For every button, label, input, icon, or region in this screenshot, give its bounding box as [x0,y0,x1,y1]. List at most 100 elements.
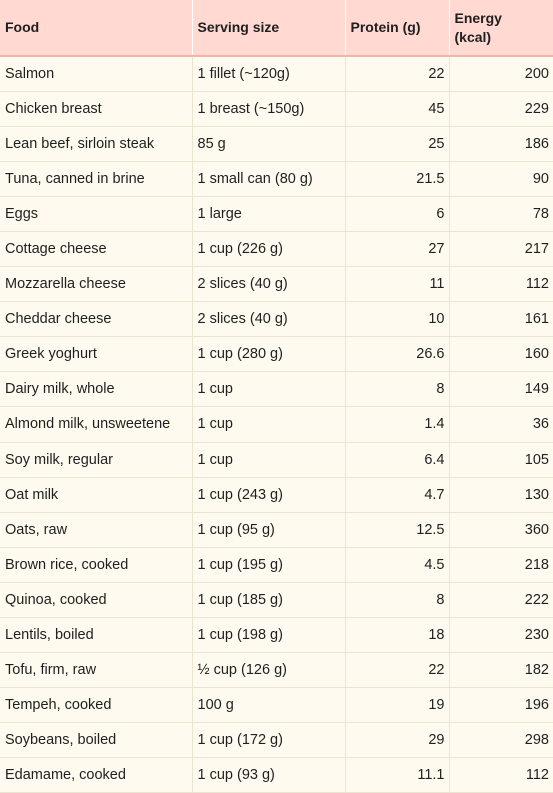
protein-cell: 26.6 [345,336,450,373]
serving-size-cell: 1 cup (243 g) [192,477,346,513]
serving-size-cell: 1 cup (185 g) [192,582,346,619]
serving-size-cell: 100 g [192,687,346,724]
protein-cell: 8 [345,582,450,619]
column-header-energy: Energy (kcal) [449,0,553,57]
food-cell: Tempeh, cooked [0,687,193,724]
energy-cell: 229 [449,91,553,127]
energy-cell: 230 [449,617,553,654]
table-body: Salmon 1 fillet (~120g) 22 200 Chicken breas… [0,56,553,793]
food-cell: Mozzarella cheese [0,266,193,303]
protein-cell: 12.5 [345,512,450,548]
serving-size-cell: 1 cup (95 g) [192,512,346,548]
protein-cell: 29 [345,722,450,759]
food-cell: Dairy milk, whole [0,371,193,408]
food-cell: Almond milk, unsweetene [0,406,193,443]
energy-cell: 182 [449,652,553,689]
table-row: Edamame, cooked 1 cup (93 g) 11.1 112 [0,757,553,793]
energy-cell: 222 [449,582,553,619]
table-row: Oats, raw 1 cup (95 g) 12.5 360 [0,512,553,548]
serving-size-cell: 1 cup [192,442,346,478]
table-header-row: Food Serving size Protein (g) Energy (kc… [0,0,553,57]
table-row: Lean beef, sirloin steak 85 g 25 186 [0,126,553,162]
food-cell: Soy milk, regular [0,442,193,478]
food-cell: Greek yoghurt [0,336,193,373]
protein-cell: 4.7 [345,477,450,513]
protein-cell: 4.5 [345,547,450,583]
energy-cell: 217 [449,231,553,268]
protein-cell: 8 [345,371,450,408]
serving-size-cell: 1 cup (93 g) [192,757,346,793]
protein-cell: 1.4 [345,406,450,443]
protein-cell: 22 [345,56,450,92]
protein-cell: 18 [345,617,450,654]
protein-cell: 25 [345,126,450,162]
table-row: Soybeans, boiled 1 cup (172 g) 29 298 [0,722,553,759]
serving-size-cell: 85 g [192,126,346,162]
table-row: Tofu, firm, raw ½ cup (126 g) 22 182 [0,652,553,689]
table-row: Chicken breast 1 breast (~150g) 45 229 [0,91,553,127]
energy-cell: 186 [449,126,553,162]
table-row: Brown rice, cooked 1 cup (195 g) 4.5 218 [0,547,553,583]
table-row: Salmon 1 fillet (~120g) 22 200 [0,56,553,92]
energy-cell: 130 [449,477,553,513]
serving-size-cell: 1 cup (280 g) [192,336,346,373]
energy-cell: 218 [449,547,553,583]
protein-cell: 45 [345,91,450,127]
serving-size-cell: 1 cup [192,406,346,443]
energy-cell: 298 [449,722,553,759]
table-row: Mozzarella cheese 2 slices (40 g) 11 112 [0,266,553,303]
table-row: Greek yoghurt 1 cup (280 g) 26.6 160 [0,336,553,373]
energy-cell: 160 [449,336,553,373]
energy-cell: 200 [449,56,553,92]
energy-cell: 161 [449,301,553,338]
energy-cell: 360 [449,512,553,548]
energy-cell: 90 [449,161,553,197]
protein-cell: 10 [345,301,450,338]
table-row: Cheddar cheese 2 slices (40 g) 10 161 [0,301,553,338]
table-row: Lentils, boiled 1 cup (198 g) 18 230 [0,617,553,654]
energy-cell: 149 [449,371,553,408]
energy-cell: 105 [449,442,553,478]
serving-size-cell: ½ cup (126 g) [192,652,346,689]
protein-cell: 27 [345,231,450,268]
food-cell: Soybeans, boiled [0,722,193,759]
serving-size-cell: 1 breast (~150g) [192,91,346,127]
food-cell: Cheddar cheese [0,301,193,338]
serving-size-cell: 1 cup [192,371,346,408]
table-row: Quinoa, cooked 1 cup (185 g) 8 222 [0,582,553,619]
table-row: Oat milk 1 cup (243 g) 4.7 130 [0,477,553,513]
protein-cell: 11.1 [345,757,450,793]
table-row: Dairy milk, whole 1 cup 8 149 [0,371,553,408]
energy-cell: 36 [449,406,553,443]
food-cell: Quinoa, cooked [0,582,193,619]
serving-size-cell: 1 cup (226 g) [192,231,346,268]
protein-cell: 19 [345,687,450,724]
serving-size-cell: 1 large [192,196,346,232]
protein-cell: 6.4 [345,442,450,478]
protein-cell: 6 [345,196,450,232]
energy-cell: 112 [449,757,553,793]
serving-size-cell: 1 cup (172 g) [192,722,346,759]
food-cell: Oats, raw [0,512,193,548]
food-cell: Edamame, cooked [0,757,193,793]
table-row: Soy milk, regular 1 cup 6.4 105 [0,442,553,478]
serving-size-cell: 2 slices (40 g) [192,301,346,338]
food-cell: Lentils, boiled [0,617,193,654]
table-row: Eggs 1 large 6 78 [0,196,553,232]
energy-cell: 112 [449,266,553,303]
protein-cell: 21.5 [345,161,450,197]
energy-cell: 196 [449,687,553,724]
food-cell: Lean beef, sirloin steak [0,126,193,162]
serving-size-cell: 1 cup (195 g) [192,547,346,583]
serving-size-cell: 1 fillet (~120g) [192,56,346,92]
food-cell: Oat milk [0,477,193,513]
food-cell: Brown rice, cooked [0,547,193,583]
food-cell: Chicken breast [0,91,193,127]
energy-cell: 78 [449,196,553,232]
table-row: Tuna, canned in brine 1 small can (80 g) 2… [0,161,553,197]
serving-size-cell: 1 cup (198 g) [192,617,346,654]
food-cell: Eggs [0,196,193,232]
food-cell: Cottage cheese [0,231,193,268]
protein-cell: 22 [345,652,450,689]
